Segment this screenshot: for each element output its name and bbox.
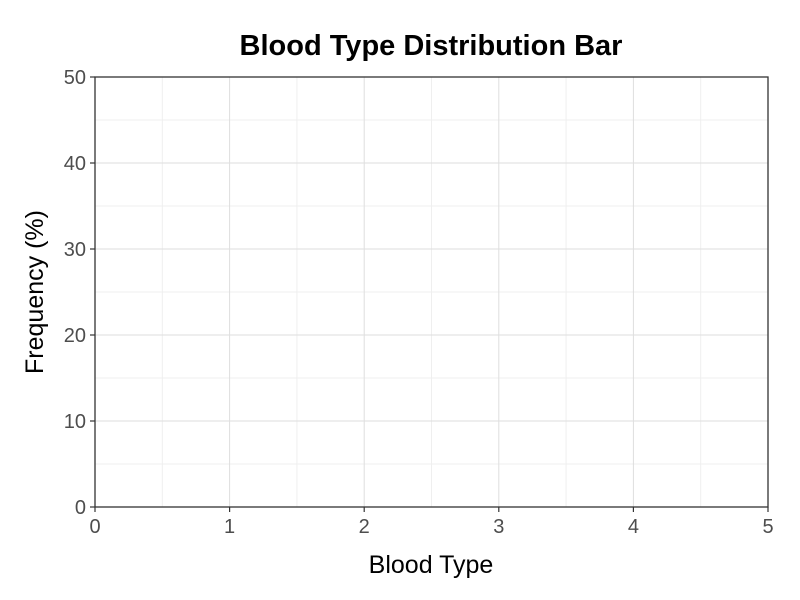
y-tick-label: 50 [64, 67, 86, 89]
x-tick-label: 3 [493, 516, 504, 538]
grid [94, 76, 769, 508]
x-tick-label: 5 [762, 516, 773, 538]
plot-panel [94, 76, 769, 508]
x-tick-label: 1 [224, 516, 235, 538]
y-tick-label: 0 [75, 497, 86, 519]
chart-title: Blood Type Distribution Bar [240, 30, 623, 62]
y-tick-label: 30 [64, 239, 86, 261]
y-axis: 0 10 20 30 40 50 [64, 67, 95, 519]
x-axis-title: Blood Type [369, 551, 494, 579]
x-tick-label: 4 [628, 516, 639, 538]
x-axis: 0 1 2 3 4 5 [89, 507, 774, 538]
y-tick-label: 20 [64, 325, 86, 347]
y-axis-title: Frequency (%) [21, 210, 49, 374]
y-tick-label: 10 [64, 411, 86, 433]
x-tick-label: 2 [359, 516, 370, 538]
x-tick-label: 0 [89, 516, 100, 538]
y-tick-label: 40 [64, 153, 86, 175]
